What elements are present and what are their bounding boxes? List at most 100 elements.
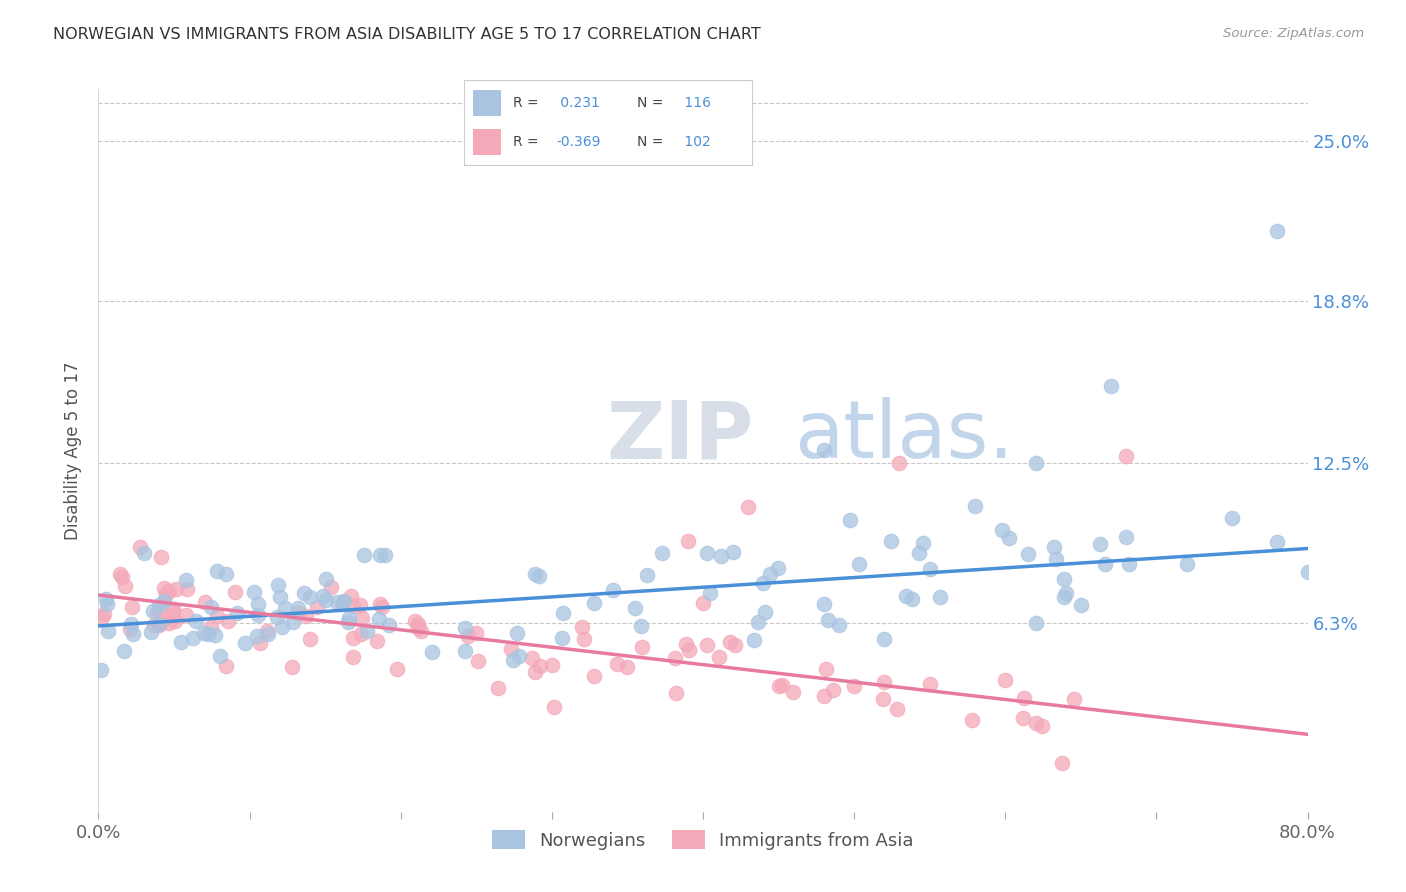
Point [758, 566, 780, 581]
Point [157, 584, 180, 599]
Point [337, 611, 360, 625]
Point [157, 615, 180, 630]
Point [368, 612, 391, 626]
Point [1053, 591, 1076, 605]
Point [274, 601, 297, 615]
Point [1052, 756, 1074, 770]
Point [817, 613, 839, 627]
Point [246, 598, 269, 612]
Point [120, 617, 142, 632]
Point [742, 632, 765, 647]
Point [142, 618, 165, 632]
Point [606, 657, 628, 671]
Point [901, 592, 924, 607]
Point [636, 568, 658, 582]
Point [918, 676, 941, 690]
Point [962, 713, 984, 727]
Point [1267, 535, 1289, 549]
Point [699, 586, 721, 600]
Point [676, 533, 699, 548]
Point [292, 586, 315, 600]
Point [256, 624, 278, 639]
Point [990, 524, 1012, 538]
Point [96, 591, 118, 606]
Point [406, 616, 429, 631]
Point [287, 601, 309, 615]
Point [97, 624, 120, 639]
Point [148, 598, 170, 612]
Point [200, 620, 222, 634]
Point [225, 606, 247, 620]
Point [814, 663, 837, 677]
Point [155, 587, 177, 601]
Point [93, 607, 115, 622]
Point [169, 634, 191, 648]
Point [623, 600, 645, 615]
Point [122, 627, 145, 641]
Point [998, 531, 1021, 545]
Text: 116: 116 [681, 96, 711, 110]
Point [1053, 572, 1076, 586]
Point [650, 545, 672, 559]
Point [350, 627, 373, 641]
Text: NORWEGIAN VS IMMIGRANTS FROM ASIA DISABILITY AGE 5 TO 17 CORRELATION CHART: NORWEGIAN VS IMMIGRANTS FROM ASIA DISABI… [53, 27, 761, 42]
Point [1220, 511, 1243, 525]
Point [149, 615, 172, 629]
Point [246, 629, 269, 643]
Point [616, 659, 638, 673]
Point [312, 590, 335, 604]
Point [337, 615, 360, 629]
Point [766, 560, 789, 574]
Point [723, 545, 745, 559]
Point [374, 548, 396, 562]
Point [1099, 379, 1122, 393]
Point [387, 662, 409, 676]
Point [1175, 558, 1198, 572]
Point [529, 569, 551, 583]
Point [420, 645, 443, 659]
Point [1043, 540, 1066, 554]
Point [118, 622, 141, 636]
Point [209, 649, 232, 664]
Point [848, 558, 870, 572]
Point [696, 546, 718, 560]
Point [269, 590, 291, 604]
Point [315, 572, 337, 586]
Legend: Norwegians, Immigrants from Asia: Norwegians, Immigrants from Asia [485, 823, 921, 857]
Point [271, 620, 294, 634]
Point [486, 681, 509, 695]
Text: ZIP: ZIP [606, 397, 754, 475]
Point [551, 606, 574, 620]
Point [907, 546, 929, 560]
Point [247, 607, 270, 622]
Point [342, 631, 364, 645]
Point [1094, 558, 1116, 572]
Point [281, 615, 304, 630]
Point [630, 619, 652, 633]
Point [896, 589, 918, 603]
Point [524, 665, 547, 679]
Point [193, 626, 215, 640]
Point [529, 658, 551, 673]
Point [880, 533, 903, 548]
Point [243, 584, 266, 599]
Point [1031, 719, 1053, 733]
Point [353, 548, 375, 562]
Point [828, 618, 851, 632]
Point [145, 606, 167, 620]
Point [96, 598, 118, 612]
Text: R =: R = [513, 96, 538, 110]
Point [1024, 616, 1046, 631]
Text: atlas.: atlas. [793, 397, 1014, 475]
Point [965, 499, 987, 513]
Point [813, 690, 835, 704]
Point [675, 637, 697, 651]
Point [371, 599, 394, 614]
Point [582, 596, 605, 610]
Point [737, 500, 759, 515]
Text: 0.231: 0.231 [557, 96, 600, 110]
Point [1054, 586, 1077, 600]
Point [912, 535, 935, 549]
Point [266, 610, 288, 624]
Text: 102: 102 [681, 136, 711, 149]
